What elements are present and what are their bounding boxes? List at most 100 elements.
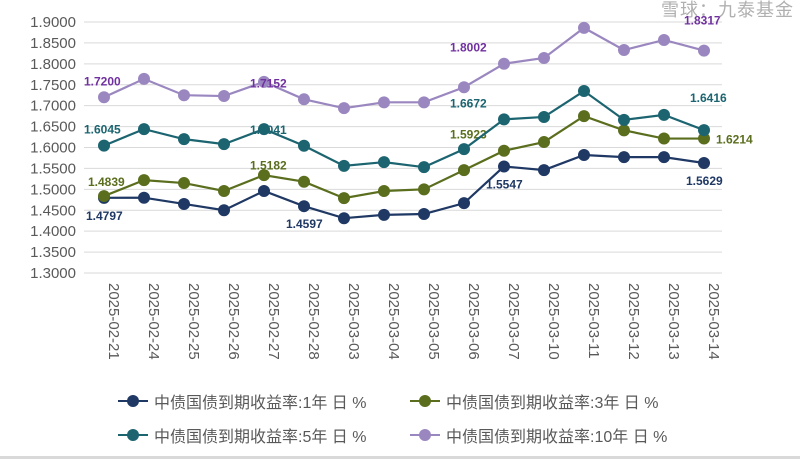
legend-marker-icon [410, 394, 440, 408]
data-point [298, 93, 310, 106]
data-point [178, 133, 190, 146]
data-point [498, 144, 510, 157]
data-point [298, 175, 310, 188]
legend-marker-icon [118, 394, 148, 408]
legend-item-1y: 中债国债到期收益率:1年 日 % [118, 389, 366, 413]
data-point [138, 174, 150, 187]
data-point [538, 51, 550, 64]
data-point [258, 75, 270, 88]
data-label: 1.4597 [286, 217, 323, 231]
data-label: 1.8002 [450, 41, 487, 55]
data-point [498, 113, 510, 126]
legend-item-3y: 中债国债到期收益率:3年 日 % [410, 389, 658, 413]
data-point [378, 156, 390, 169]
y-tick-label: 1.7000 [30, 98, 76, 115]
y-tick-label: 1.8000 [30, 56, 76, 73]
data-point [698, 132, 710, 145]
data-point [418, 183, 430, 196]
data-point [458, 197, 470, 210]
x-tick-label: 2025-03-11 [585, 283, 602, 359]
x-tick-label: 2025-03-07 [505, 283, 522, 360]
y-tick-label: 1.5500 [30, 160, 76, 177]
data-point [698, 157, 710, 170]
x-tick-label: 2025-02-21 [105, 283, 122, 360]
data-point [578, 21, 590, 34]
data-point [178, 89, 190, 102]
data-point [538, 136, 550, 149]
data-point [218, 138, 230, 151]
data-point [578, 85, 590, 98]
data-point [618, 151, 630, 164]
x-tick-label: 2025-03-13 [665, 283, 682, 360]
data-point [418, 161, 430, 174]
x-tick-label: 2025-03-03 [345, 283, 362, 360]
y-tick-label: 1.4000 [30, 223, 76, 240]
series-line [103, 89, 705, 169]
data-point [298, 139, 310, 152]
data-point [258, 185, 270, 198]
data-label: 1.4839 [88, 175, 125, 189]
data-point [218, 204, 230, 217]
x-tick-label: 2025-03-04 [385, 283, 402, 360]
legend-label: 中债国债到期收益率:10年 日 % [446, 429, 668, 446]
data-point [258, 169, 270, 182]
data-point [218, 90, 230, 103]
legend-label: 中债国债到期收益率:1年 日 % [154, 395, 367, 412]
x-tick-label: 2025-02-28 [305, 283, 322, 360]
data-point [378, 208, 390, 221]
data-label: 1.5547 [486, 177, 523, 191]
y-tick-label: 1.3000 [30, 265, 76, 282]
data-point [378, 96, 390, 109]
legend-marker-icon [410, 428, 440, 442]
data-point [338, 212, 350, 225]
data-point [98, 139, 110, 152]
legend-item-10y: 中债国债到期收益率:10年 日 % [410, 423, 667, 447]
x-tick-label: 2025-03-10 [545, 283, 562, 360]
x-tick-label: 2025-02-26 [225, 283, 242, 360]
legend-label: 中债国债到期收益率:3年 日 % [446, 395, 659, 412]
data-label: 1.8317 [684, 14, 721, 28]
x-tick-label: 2025-03-05 [425, 283, 442, 360]
data-point [698, 44, 710, 57]
data-point [658, 33, 670, 46]
data-point [498, 160, 510, 173]
data-point [98, 190, 110, 203]
data-point [378, 185, 390, 198]
legend-marker-icon [118, 428, 148, 442]
x-tick-label: 2025-03-06 [465, 283, 482, 360]
data-point [618, 124, 630, 137]
data-label: 1.7200 [84, 74, 121, 88]
data-point [138, 123, 150, 136]
data-label: 1.7152 [250, 76, 287, 90]
data-label: 1.6672 [450, 96, 487, 110]
data-point [538, 110, 550, 123]
data-point [98, 91, 110, 104]
data-label: 1.6416 [690, 91, 727, 105]
data-label: 1.5629 [686, 174, 723, 188]
watermark: 雪球：九泰基金 [661, 0, 794, 20]
series-line [103, 114, 704, 200]
data-point [658, 132, 670, 145]
data-point [698, 124, 710, 137]
data-point [418, 208, 430, 221]
x-tick-label: 2025-02-25 [185, 283, 202, 360]
y-tick-label: 1.8500 [30, 35, 76, 52]
data-label: 1.5182 [250, 159, 287, 173]
legend-label: 中债国债到期收益率:5年 日 % [154, 429, 367, 446]
data-point [218, 185, 230, 198]
data-point [338, 102, 350, 115]
bottom-border [0, 456, 800, 459]
data-label: 1.6041 [250, 123, 287, 137]
data-point [538, 164, 550, 177]
x-tick-label: 2025-02-27 [265, 283, 282, 360]
data-label: 1.4797 [86, 209, 123, 223]
x-tick-label: 2025-03-12 [625, 283, 642, 360]
data-point [298, 200, 310, 213]
y-tick-label: 1.5000 [30, 181, 76, 198]
data-point [458, 81, 470, 94]
y-tick-label: 1.6500 [30, 119, 76, 136]
data-point [178, 177, 190, 190]
data-point [258, 123, 270, 136]
data-point [578, 149, 590, 162]
